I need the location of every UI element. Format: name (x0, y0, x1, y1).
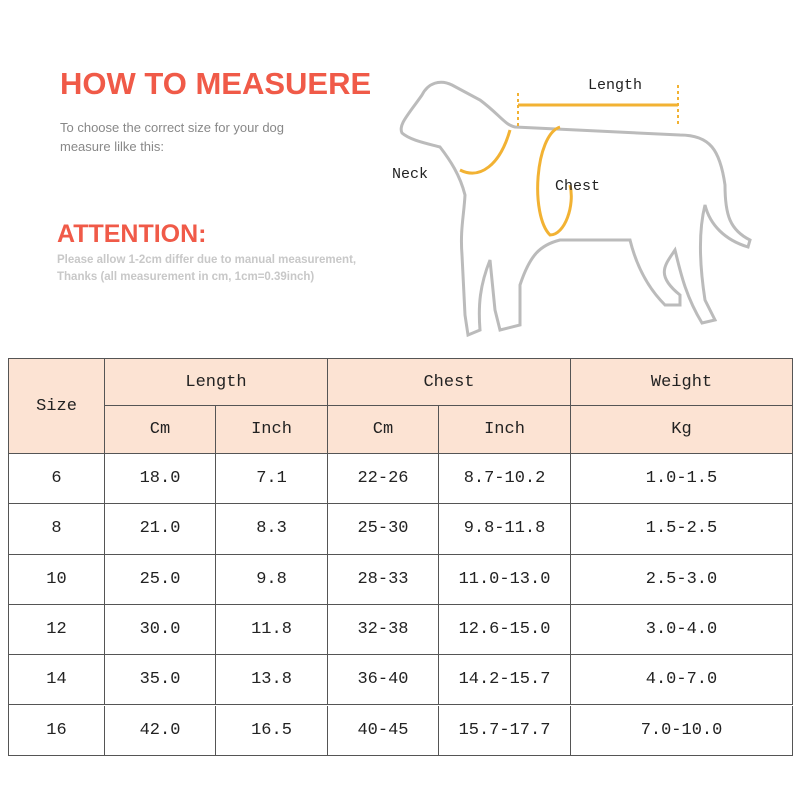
table-cell: 21.0 (105, 504, 216, 555)
table-cell: 28-33 (328, 554, 439, 605)
table-cell: 11.8 (216, 604, 328, 656)
table-cell: 40-45 (328, 705, 439, 756)
attention: ATTENTION: (57, 220, 207, 248)
table-cell: 9.8-11.8 (439, 504, 571, 555)
chest-arrow (536, 125, 573, 237)
table-cell: 25.0 (105, 554, 216, 605)
table-cell: 12.6-15.0 (439, 604, 571, 656)
table-cell: 42.0 (105, 705, 216, 756)
table-cell: 6 (9, 454, 105, 505)
label-chest: Chest (555, 178, 600, 195)
table-cell: 14 (9, 655, 105, 706)
table-cell: 11.0-13.0 (439, 554, 571, 605)
table-cell: 7.0-10.0 (571, 705, 793, 756)
neck-arrow (459, 129, 512, 175)
size-table: Size Length Chest Weight Cm Inch Cm Inch Kg 6 18.0… (8, 358, 793, 756)
unit-header: Kg (571, 406, 793, 454)
unit-header: Inch (439, 406, 571, 454)
table-cell: 7.1 (216, 454, 328, 505)
dog-outline (399, 80, 752, 338)
table-cell: 25-30 (328, 504, 439, 555)
group-header: Weight (571, 359, 793, 406)
table-cell: 8.7-10.2 (439, 454, 571, 505)
label-neck: Neck (392, 166, 428, 183)
table-cell: 14.2-15.7 (439, 655, 571, 706)
table-cell: 35.0 (105, 655, 216, 706)
group-header: Chest (328, 359, 571, 406)
table-cell: 3.0-4.0 (571, 604, 793, 656)
table-cell: 22-26 (328, 454, 439, 505)
group-header: Length (105, 359, 328, 406)
subtitle: To choose the correct size for your dog (60, 120, 285, 135)
table-cell: 4.0-7.0 (571, 655, 793, 706)
table-cell: 13.8 (216, 655, 328, 706)
table-cell: 32-38 (328, 604, 439, 656)
table-cell: 8 (9, 504, 105, 555)
table-cell: 10 (9, 554, 105, 605)
label-length: Length (588, 77, 642, 94)
table-cell: 16.5 (216, 705, 328, 756)
table-cell: 15.7-17.7 (439, 705, 571, 756)
table-cell: 1.0-1.5 (571, 454, 793, 505)
unit-header: Cm (328, 406, 439, 454)
table-cell: 1.5-2.5 (571, 504, 793, 555)
unit-header: Inch (216, 406, 328, 454)
note: Please allow 1-2cm differ due to manual … (57, 254, 357, 266)
table-cell: 9.8 (216, 554, 328, 605)
table-cell: 12 (9, 604, 105, 656)
table-cell: 30.0 (105, 604, 216, 656)
note: Thanks (all measurement in cm, 1cm=0.39i… (57, 271, 315, 283)
unit-header: Cm (105, 406, 216, 454)
table-cell: 18.0 (105, 454, 216, 505)
size-header: Size (9, 359, 105, 454)
table-cell: 16 (9, 705, 105, 756)
table-cell: 8.3 (216, 504, 328, 555)
table-cell: 36-40 (328, 655, 439, 706)
subtitle: measure lilke this: (60, 139, 165, 154)
title: HOW TO MEASUERE (60, 66, 372, 101)
dog-diagram: Length Neck Chest (392, 77, 752, 338)
table-cell: 2.5-3.0 (571, 554, 793, 605)
